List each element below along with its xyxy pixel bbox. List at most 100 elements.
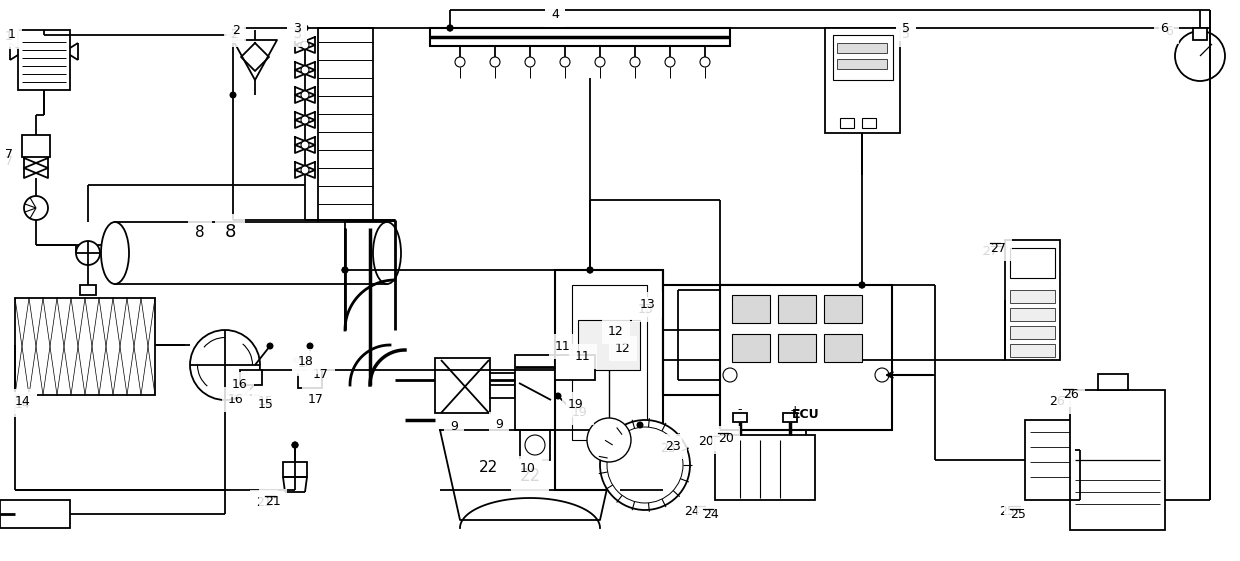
Text: 17: 17	[308, 393, 324, 406]
Bar	[283, 462, 308, 477]
Polygon shape	[440, 430, 620, 520]
Text: 7: 7	[5, 148, 12, 161]
Bar	[825, 334, 862, 362]
Text: 19: 19	[572, 406, 588, 419]
Circle shape	[229, 31, 237, 39]
Circle shape	[858, 282, 866, 288]
Bar	[490, 373, 515, 398]
Bar	[839, 118, 854, 128]
Bar	[15, 298, 155, 395]
Text: 4: 4	[551, 8, 559, 21]
Circle shape	[595, 57, 605, 67]
Bar	[241, 370, 262, 385]
Text: 13: 13	[640, 298, 656, 311]
Bar	[1011, 308, 1055, 321]
Text: 3: 3	[293, 28, 301, 41]
Text: 20: 20	[698, 435, 714, 448]
Circle shape	[301, 91, 309, 99]
Circle shape	[267, 343, 274, 350]
Circle shape	[190, 330, 260, 400]
Circle shape	[1176, 31, 1225, 81]
Circle shape	[306, 343, 314, 350]
Bar	[732, 334, 770, 362]
Text: 16: 16	[232, 378, 248, 391]
Text: 18: 18	[298, 357, 314, 370]
Text: 26: 26	[1063, 388, 1079, 401]
Circle shape	[587, 266, 594, 274]
Text: 20: 20	[718, 432, 734, 445]
Text: 18: 18	[298, 355, 314, 368]
Text: 19: 19	[568, 398, 584, 411]
Circle shape	[636, 421, 644, 429]
Text: 23: 23	[660, 442, 676, 455]
Bar	[833, 35, 893, 80]
Circle shape	[341, 266, 348, 274]
Bar	[22, 135, 50, 157]
Text: 16: 16	[228, 393, 244, 406]
Circle shape	[301, 166, 309, 174]
Bar	[19, 30, 69, 90]
Bar	[733, 413, 746, 422]
Text: 25: 25	[1011, 508, 1025, 521]
Bar	[777, 334, 816, 362]
Circle shape	[301, 141, 309, 149]
Circle shape	[301, 25, 309, 31]
Circle shape	[608, 427, 683, 503]
Text: 5: 5	[901, 22, 910, 35]
Bar	[572, 285, 647, 440]
Bar	[578, 320, 640, 370]
Circle shape	[229, 91, 237, 99]
Text: -: -	[738, 403, 743, 416]
Text: 11: 11	[556, 340, 570, 353]
Text: ECU: ECU	[792, 408, 820, 421]
Circle shape	[293, 356, 300, 364]
Text: 12: 12	[615, 342, 631, 355]
Ellipse shape	[373, 222, 401, 284]
Bar	[1011, 326, 1055, 339]
Bar	[1011, 248, 1055, 278]
Circle shape	[455, 57, 465, 67]
Circle shape	[587, 266, 594, 274]
Bar	[298, 370, 322, 388]
Circle shape	[525, 435, 546, 455]
Text: 23: 23	[665, 440, 681, 453]
Circle shape	[630, 57, 640, 67]
Text: 8: 8	[195, 225, 205, 240]
Ellipse shape	[100, 222, 129, 284]
Bar	[0, 500, 69, 528]
Circle shape	[301, 116, 309, 124]
Bar	[1004, 240, 1060, 360]
Text: 12: 12	[608, 325, 624, 338]
Bar	[556, 270, 663, 490]
Text: 26: 26	[1049, 395, 1065, 408]
Circle shape	[24, 196, 48, 220]
Circle shape	[525, 57, 534, 67]
Text: 5: 5	[901, 28, 910, 41]
Bar	[635, 325, 645, 350]
Text: 27: 27	[990, 242, 1006, 255]
Bar	[720, 285, 892, 430]
Text: 9: 9	[450, 420, 458, 433]
Text: 13: 13	[639, 303, 653, 316]
Circle shape	[301, 25, 309, 31]
Text: 3: 3	[293, 22, 301, 35]
Text: 15: 15	[258, 398, 274, 411]
Text: 6: 6	[1166, 25, 1173, 38]
Bar	[825, 28, 900, 133]
Bar	[435, 358, 490, 413]
Bar	[837, 59, 887, 69]
Text: 22: 22	[479, 460, 497, 475]
Circle shape	[301, 41, 309, 49]
Circle shape	[291, 442, 299, 448]
Circle shape	[665, 57, 675, 67]
Text: 15: 15	[258, 395, 274, 408]
Text: +: +	[790, 403, 800, 416]
Text: 21: 21	[265, 495, 280, 508]
Circle shape	[301, 66, 309, 74]
Circle shape	[291, 442, 299, 448]
Text: 8: 8	[224, 223, 236, 241]
Text: 14: 14	[15, 398, 31, 411]
Circle shape	[723, 368, 737, 382]
Bar	[430, 28, 730, 46]
Circle shape	[446, 25, 454, 31]
